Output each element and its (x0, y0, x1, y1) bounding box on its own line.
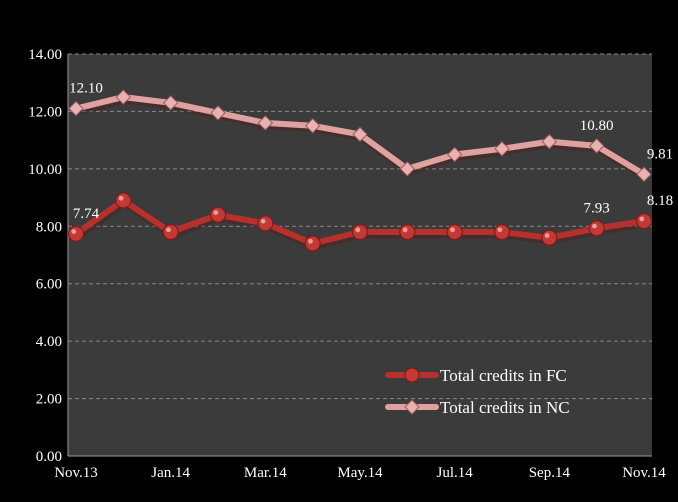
data-point (68, 100, 84, 117)
x-tick-label: Jul.14 (437, 465, 474, 481)
plot-area (68, 54, 652, 456)
data-point (636, 166, 652, 183)
y-tick-label: 12.00 (28, 104, 62, 120)
x-tick-label: Jan.14 (151, 465, 190, 481)
data-point-highlight (308, 238, 313, 244)
x-tick-label: Nov.14 (622, 465, 666, 481)
data-labels: 7.74 7.93 8.18 12.10 10.80 9.81 (69, 81, 673, 222)
data-point-highlight (592, 223, 597, 229)
data-point-highlight (544, 233, 550, 238)
data-point (67, 225, 85, 242)
data-point (588, 138, 605, 154)
data-label: 8.18 (647, 193, 673, 209)
data-point (304, 235, 321, 252)
data-point (115, 192, 132, 209)
data-point (209, 206, 227, 223)
y-tick-label: 4.00 (36, 334, 62, 350)
x-tick-label: May.14 (337, 465, 383, 481)
x-tick-label: Mar.14 (244, 465, 287, 481)
data-point (399, 223, 416, 241)
x-tick-label: Sep.14 (529, 465, 571, 481)
y-tick-label: 0.00 (36, 449, 62, 465)
data-point (446, 146, 463, 163)
data-point (257, 215, 274, 232)
data-point-highlight (213, 210, 219, 216)
data-point (446, 223, 463, 241)
legend-marker (404, 367, 420, 383)
data-point-highlight (118, 195, 124, 201)
y-tick-label: 6.00 (36, 277, 62, 293)
data-point-highlight (497, 227, 503, 233)
y-tick-label: 14.00 (28, 47, 62, 63)
x-tick-label: Nov.13 (54, 465, 98, 481)
data-point (162, 95, 179, 111)
data-point (493, 223, 511, 241)
data-point-highlight (71, 229, 77, 234)
data-point (351, 223, 369, 241)
data-point (162, 223, 179, 241)
data-point (210, 105, 226, 121)
data-point (635, 213, 653, 230)
data-label: 7.74 (73, 206, 100, 222)
y-tick-label: 2.00 (36, 392, 62, 408)
gridlines (68, 53, 652, 400)
data-point-highlight (639, 216, 645, 222)
data-point (352, 126, 368, 143)
y-tick-label: 10.00 (28, 162, 62, 178)
data-point (541, 133, 558, 150)
data-point (541, 229, 558, 246)
legend: Total credits in FC Total credits in NC (385, 366, 570, 417)
data-point (304, 118, 321, 134)
data-point (257, 115, 274, 131)
data-point-highlight (355, 227, 361, 233)
data-point-highlight (402, 227, 408, 233)
data-point (115, 89, 132, 105)
data-point-highlight (450, 227, 455, 233)
data-label: 12.10 (69, 81, 103, 97)
legend-marker (404, 399, 420, 415)
data-point (588, 220, 605, 237)
series-group (67, 89, 653, 252)
data-label: 10.80 (580, 118, 614, 134)
legend-label: Total credits in NC (440, 398, 570, 417)
data-label: 9.81 (647, 146, 673, 162)
data-point (494, 141, 510, 157)
data-point-highlight (260, 218, 266, 224)
data-point (399, 161, 416, 177)
axes: 0.00 2.00 4.00 6.00 8.00 10.00 12.00 14.00 Nov.1… (28, 47, 666, 481)
data-point-highlight (166, 227, 171, 233)
y-tick-label: 8.00 (36, 219, 62, 235)
legend-label: Total credits in FC (440, 366, 567, 385)
data-label: 7.93 (584, 200, 610, 216)
